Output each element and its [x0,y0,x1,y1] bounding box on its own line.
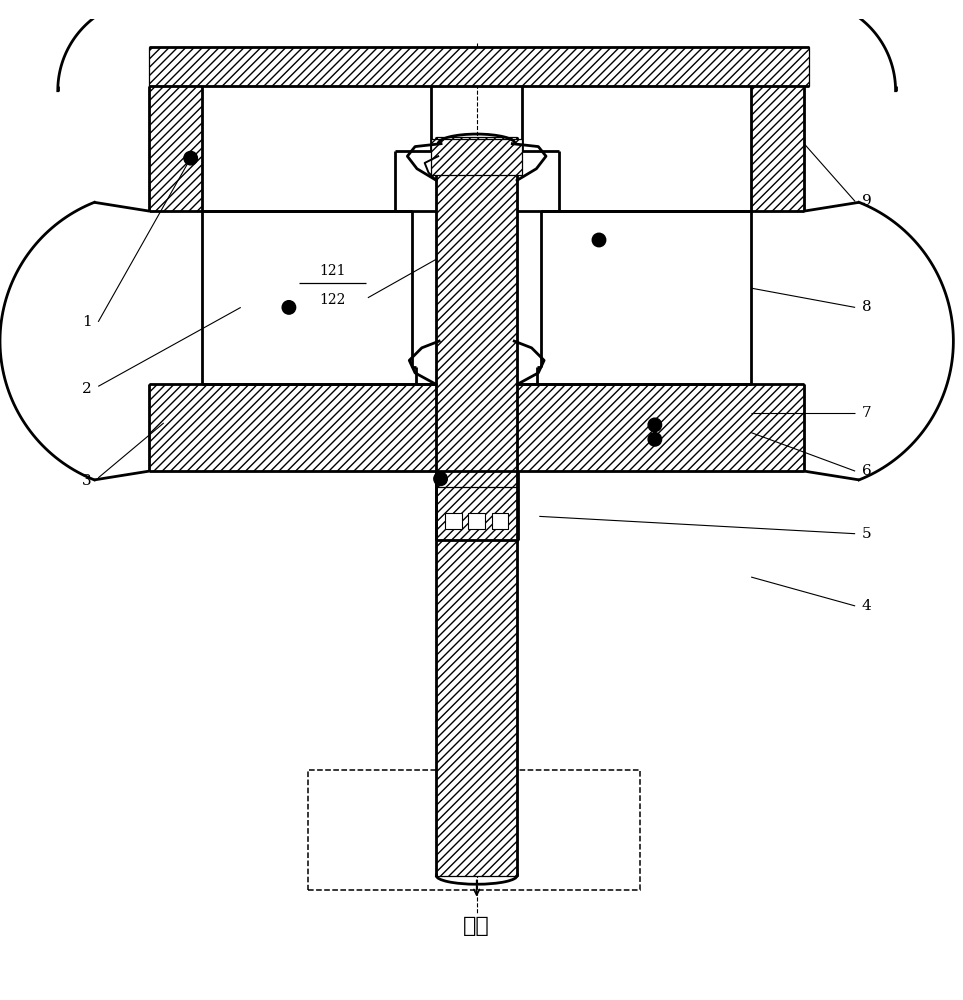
Text: 7: 7 [862,406,872,420]
Circle shape [433,472,447,486]
Bar [308,770,640,890]
Circle shape [282,301,296,314]
Text: 8: 8 [862,300,872,314]
Text: 122: 122 [319,293,346,307]
Text: 分闸: 分闸 [463,916,490,936]
Text: 6: 6 [862,464,872,478]
Polygon shape [149,86,202,211]
Bar [492,513,508,529]
Polygon shape [431,139,522,175]
Text: 121: 121 [319,264,346,278]
Circle shape [648,433,662,446]
Text: 3: 3 [82,474,91,488]
Bar [435,487,518,540]
Text: 9: 9 [862,194,872,208]
Polygon shape [149,47,809,86]
Text: 2: 2 [82,382,91,396]
Polygon shape [149,384,436,471]
Bar [469,513,485,529]
Circle shape [592,233,606,247]
Bar [445,513,462,529]
Circle shape [184,151,197,165]
Text: 5: 5 [862,527,872,541]
Text: 1: 1 [82,315,91,329]
Circle shape [648,418,662,432]
Polygon shape [751,86,804,211]
Polygon shape [436,137,517,876]
Polygon shape [517,384,804,471]
Text: 4: 4 [862,599,872,613]
